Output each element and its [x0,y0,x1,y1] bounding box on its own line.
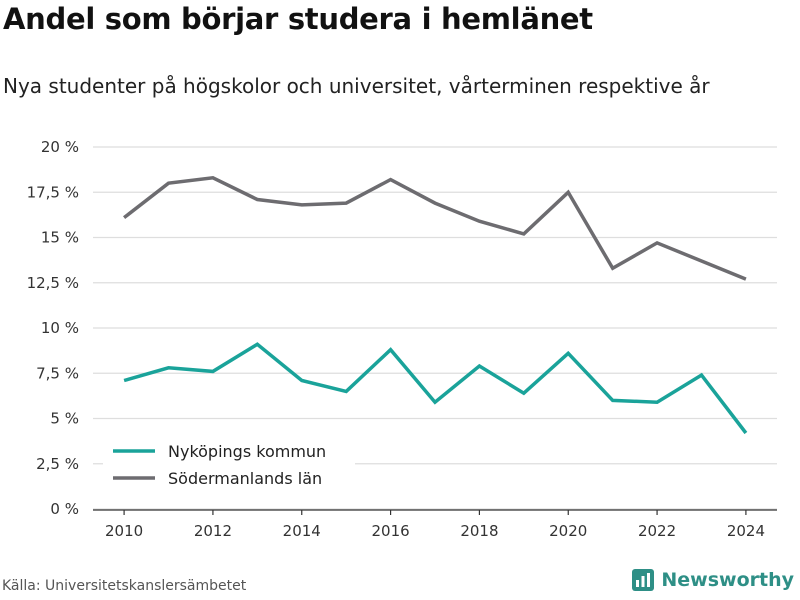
x-tick-label: 2018 [460,522,498,540]
series-lines [123,176,748,435]
legend-label: Södermanlands län [168,469,322,488]
x-tick-label: 2016 [371,522,409,540]
legend: Nyköpings kommun Södermanlands län [103,434,355,494]
y-tick-label: 20 % [41,138,79,156]
x-tick-label: 2012 [194,522,232,540]
y-tick-label: 7,5 % [36,364,79,382]
chart-title: Andel som börjar studera i hemlänet [3,2,593,36]
x-tick-label: 2010 [105,522,143,540]
x-tick-label: 2014 [283,522,321,540]
legend-label: Nyköpings kommun [168,442,326,461]
source-note: Källa: Universitetskanslersämbetet [2,578,247,594]
y-tick-label: 12,5 % [27,274,79,292]
brand-name: Newsworthy [661,569,794,591]
brand: Newsworthy [631,568,794,592]
y-tick-label: 2,5 % [36,455,79,473]
x-tick-label: 2022 [638,522,676,540]
x-tick-label: 2024 [727,522,765,540]
y-tick-label: 17,5 % [27,183,79,201]
y-axis-tick-labels: 0 % 2,5 % 5 % 7,5 % 10 % 12,5 % 15 % 17,5 % 20 % [27,138,79,518]
chart-subtitle: Nya studenter på högskolor och universit… [3,74,710,98]
y-tick-label: 10 % [41,319,79,337]
y-tick-label: 5 % [50,410,79,428]
series-line-0 [123,342,748,435]
series-line-1 [123,176,747,281]
newsworthy-logo-icon [632,569,655,591]
y-tick-label: 0 % [50,500,79,518]
legend-background [103,434,355,494]
x-axis: 2010 2012 2014 2016 2018 2020 2022 2024 [93,509,777,540]
x-tick-label: 2020 [549,522,587,540]
y-tick-label: 15 % [41,229,79,247]
gridlines [93,146,777,510]
